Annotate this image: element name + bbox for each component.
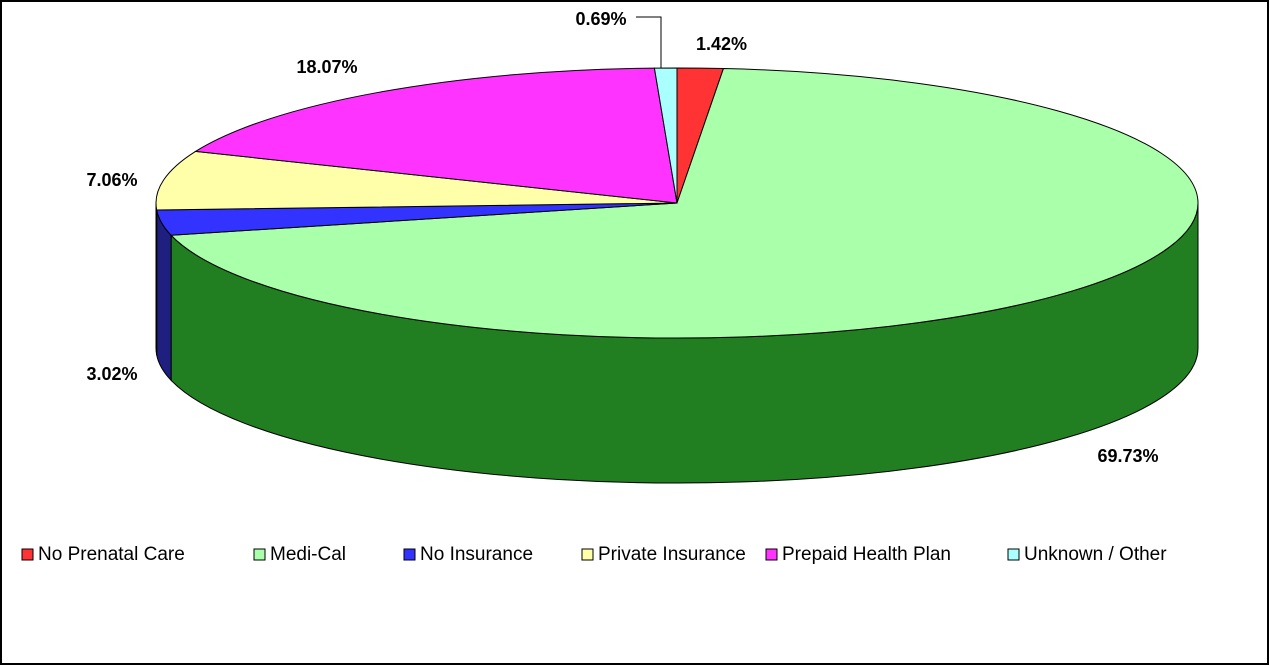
- slice: [170, 68, 1199, 339]
- value-label: 1.42%: [696, 34, 747, 54]
- pie-tops: [155, 67, 1199, 339]
- value-label: 18.07%: [296, 57, 357, 77]
- legend-swatch: [765, 548, 778, 561]
- slice: [155, 150, 678, 211]
- legend-label: Medi-Cal: [270, 544, 346, 565]
- legend-label: Prepaid Health Plan: [782, 544, 951, 565]
- legend: No Prenatal Care Medi-Cal No Insurance Priv…: [21, 544, 1167, 565]
- legend-swatch: [581, 548, 594, 561]
- value-label: 0.69%: [575, 9, 626, 29]
- slice-side: [156, 209, 172, 382]
- legend-swatch: [1007, 548, 1020, 561]
- slice-side: [155, 202, 158, 356]
- legend-label: No Insurance: [420, 544, 533, 565]
- legend-swatch: [253, 548, 266, 561]
- leader-line: [636, 16, 662, 68]
- value-label: 3.02%: [86, 364, 137, 384]
- legend-label: No Prenatal Care: [38, 544, 185, 565]
- value-label: 69.73%: [1097, 446, 1158, 466]
- legend-swatch: [403, 548, 416, 561]
- legend-swatch: [21, 548, 34, 561]
- slice: [653, 67, 678, 204]
- legend-label: Private Insurance: [598, 544, 746, 565]
- legend-label: Unknown / Other: [1024, 544, 1167, 565]
- slice: [194, 67, 678, 204]
- value-labels: 1.42% 69.73% 3.02% 7.06% 18.07% 0.69%: [86, 9, 1158, 466]
- value-label: 7.06%: [86, 170, 137, 190]
